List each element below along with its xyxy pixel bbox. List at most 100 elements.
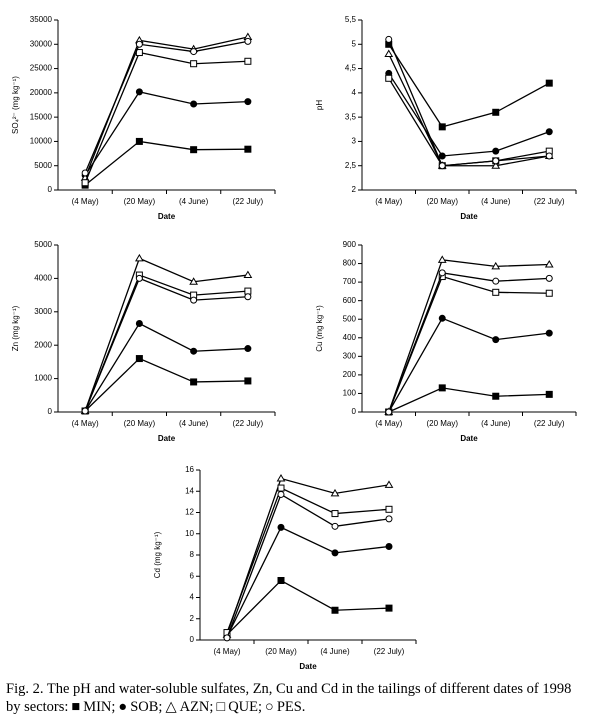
marker	[190, 296, 198, 304]
y-tick-label: 30000	[30, 39, 53, 48]
x-tick-label: (22 July)	[534, 419, 565, 428]
series-line	[226, 493, 390, 639]
x-tick-label: (4 May)	[72, 197, 99, 206]
legend-symbol: ■	[71, 699, 81, 715]
legend-symbol: △	[165, 699, 177, 715]
y-tick-label: 0	[352, 407, 357, 416]
marker	[223, 634, 231, 642]
caption: Fig. 2. The pH and water-soluble sulfate…	[6, 680, 584, 716]
x-tick-label: (4 June)	[320, 647, 350, 656]
x-axis-label: Date	[158, 434, 176, 443]
x-tick-label: (20 May)	[124, 419, 156, 428]
legend-symbol: □	[216, 699, 226, 715]
y-tick-label: 200	[343, 370, 357, 379]
y-tick-label: 100	[343, 389, 357, 398]
marker	[385, 74, 393, 82]
y-tick-label: 16	[185, 465, 194, 474]
y-tick-label: 4,5	[345, 64, 357, 73]
marker	[277, 484, 285, 492]
series-line	[388, 272, 550, 413]
y-tick-label: 2	[190, 614, 195, 623]
y-tick-label: 15000	[30, 112, 53, 121]
series-line	[84, 357, 248, 412]
marker	[438, 314, 446, 322]
marker	[244, 145, 252, 153]
series-line	[388, 53, 550, 167]
legend-label: SOB;	[130, 699, 163, 715]
series-line	[226, 487, 390, 633]
x-tick-label: (4 June)	[481, 419, 511, 428]
x-tick-label: (22 July)	[233, 419, 264, 428]
series-line	[226, 477, 390, 635]
marker	[244, 57, 252, 65]
marker	[81, 169, 89, 177]
marker	[492, 277, 500, 285]
marker	[384, 480, 394, 488]
series-line	[84, 40, 248, 174]
y-tick-label: 14	[185, 486, 194, 495]
x-tick-label: (22 July)	[233, 197, 264, 206]
y-tick-label: 3,5	[345, 112, 357, 121]
series-line	[226, 526, 390, 638]
marker	[277, 490, 285, 498]
marker	[190, 100, 198, 108]
marker	[190, 48, 198, 56]
caption-text: Fig. 2. The pH and water-soluble sulfate…	[6, 681, 572, 715]
y-tick-label: 0	[48, 185, 53, 194]
marker	[545, 329, 553, 337]
marker	[544, 259, 554, 268]
y-tick-label: 4	[352, 88, 357, 97]
marker	[135, 137, 143, 145]
y-tick-label: 10000	[30, 137, 53, 146]
marker	[385, 604, 393, 612]
series-line	[84, 322, 248, 412]
x-tick-label: (20 May)	[426, 197, 458, 206]
marker	[545, 152, 553, 160]
marker	[135, 319, 143, 327]
marker	[385, 408, 393, 416]
marker	[244, 345, 252, 353]
series-line	[84, 257, 248, 412]
marker	[545, 274, 553, 282]
x-tick-label: (22 July)	[374, 647, 405, 656]
marker	[135, 88, 143, 96]
series-line	[388, 317, 550, 413]
marker	[438, 162, 446, 170]
y-tick-label: 5	[352, 39, 357, 48]
marker	[135, 355, 143, 363]
marker	[244, 293, 252, 301]
x-tick-label: (4 June)	[481, 197, 511, 206]
series-line	[388, 387, 550, 413]
marker	[189, 277, 198, 285]
marker	[438, 152, 446, 160]
y-tick-label: 5,5	[345, 15, 357, 24]
x-axis-label: Date	[460, 434, 478, 443]
marker	[438, 123, 446, 131]
y-tick-label: 5000	[34, 161, 52, 170]
y-axis-label: SO₄²⁻ (mg kg⁻¹)	[11, 76, 20, 134]
y-tick-label: 5000	[34, 240, 52, 249]
marker	[385, 505, 393, 513]
marker	[277, 523, 285, 531]
marker	[276, 474, 286, 482]
marker	[385, 515, 393, 523]
marker	[492, 288, 500, 296]
x-tick-label: (4 June)	[179, 197, 209, 206]
y-tick-label: 10	[185, 529, 194, 538]
marker	[385, 35, 393, 43]
x-tick-label: (4 May)	[375, 419, 402, 428]
y-tick-label: 900	[343, 240, 357, 249]
x-tick-label: (4 June)	[179, 419, 209, 428]
marker	[492, 392, 500, 400]
series-line	[84, 277, 248, 412]
marker	[244, 98, 252, 106]
y-axis-label: Zn (mg kg⁻¹)	[11, 305, 20, 351]
x-tick-label: (20 May)	[265, 647, 297, 656]
marker	[438, 269, 446, 277]
y-tick-label: 700	[343, 277, 357, 286]
marker	[545, 79, 553, 87]
marker	[81, 407, 89, 415]
marker	[135, 274, 143, 282]
